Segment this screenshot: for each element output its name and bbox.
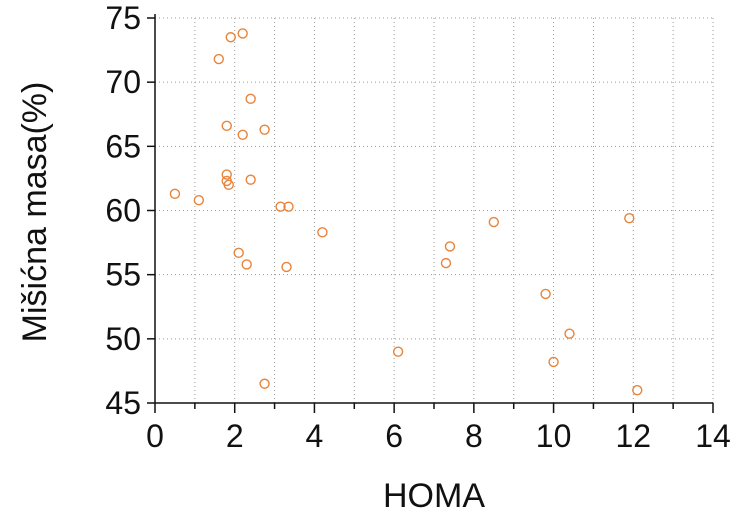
data-point <box>440 257 452 269</box>
x-tick-label: 10 <box>536 418 572 454</box>
data-point <box>213 53 224 65</box>
y-tick-label: 70 <box>105 64 141 100</box>
data-point <box>444 241 456 252</box>
data-point <box>259 378 270 389</box>
data-point <box>233 247 244 259</box>
data-point <box>281 261 292 273</box>
x-tick-label: 12 <box>615 418 651 454</box>
data-point <box>223 179 234 191</box>
x-tick-label: 14 <box>695 418 731 454</box>
data-point <box>564 328 575 339</box>
x-axis-title: HOMA <box>383 477 485 515</box>
y-tick-label: 75 <box>105 0 141 36</box>
data-point <box>237 28 248 39</box>
y-axis-title: Mišićna masa(%) <box>16 82 54 343</box>
data-point <box>225 32 236 43</box>
x-tick-label: 6 <box>385 418 403 454</box>
data-point <box>259 124 270 135</box>
data-point <box>548 356 559 368</box>
x-tick-label: 8 <box>465 418 483 454</box>
data-point <box>221 169 232 180</box>
x-tick-label: 2 <box>226 418 244 454</box>
tick-label-layer: 0 2 4 6 8 10 12 14 45 50 55 60 65 70 75 <box>105 0 730 454</box>
data-point <box>245 93 256 105</box>
y-tick-label: 60 <box>105 193 141 229</box>
data-point <box>392 346 404 357</box>
data-point <box>317 227 328 238</box>
data-point <box>632 384 643 396</box>
x-tick-label: 4 <box>306 418 324 454</box>
data-point <box>540 288 551 300</box>
data-point <box>169 188 181 200</box>
y-tick-label: 65 <box>105 128 141 164</box>
point-layer <box>169 28 643 396</box>
data-point <box>624 212 635 224</box>
grid-layer <box>155 17 714 403</box>
y-tick-label: 50 <box>105 321 141 357</box>
data-point <box>245 174 256 185</box>
y-tick-label: 45 <box>105 385 141 421</box>
y-tick-label: 55 <box>105 257 141 293</box>
data-point <box>193 195 205 206</box>
data-point <box>283 201 294 212</box>
data-point <box>241 259 252 270</box>
data-point <box>221 120 232 132</box>
data-point <box>237 129 248 140</box>
axis-layer <box>147 14 714 413</box>
x-tick-label: 0 <box>146 418 164 454</box>
data-point <box>275 201 286 212</box>
data-point <box>488 216 499 228</box>
